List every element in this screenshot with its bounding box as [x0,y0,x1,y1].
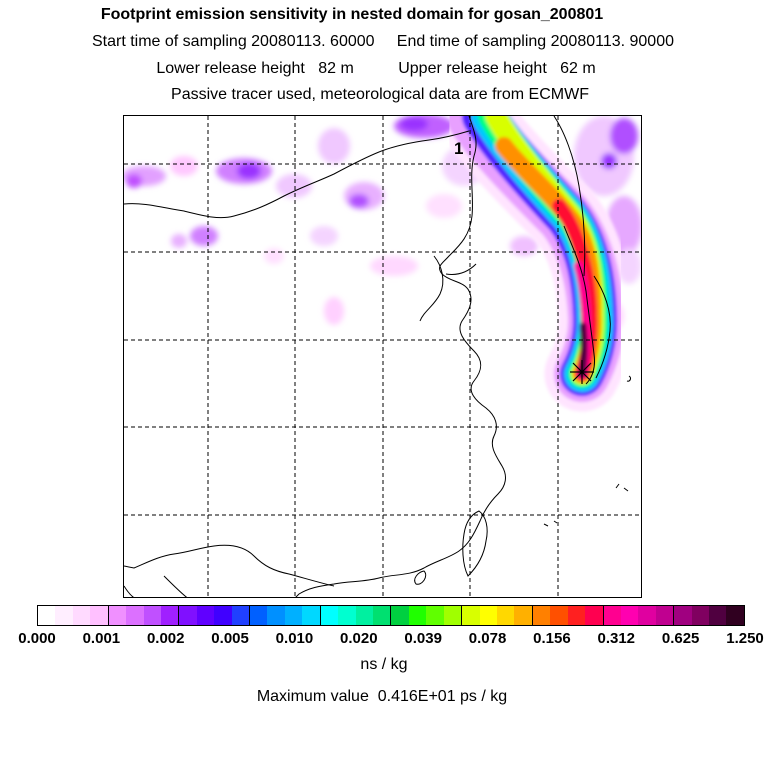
colorbar-swatch [38,606,56,625]
colorbar-swatch [390,606,409,625]
colorbar-swatch [143,606,161,625]
release-height-line: Lower release height 82 m Upper release … [156,60,596,77]
colorbar-swatch [214,606,232,625]
colorbar-swatch [620,606,639,625]
colorbar-swatch [355,606,374,625]
map-grid [124,116,641,597]
colorbar-swatch [249,606,268,625]
colorbar-swatch [602,606,621,625]
colorbar-swatch [726,606,744,625]
colorbar-tick-label: 0.625 [661,630,700,647]
colorbar-swatch [443,606,462,625]
colorbar-swatch [673,606,692,625]
colorbar-swatch [302,606,320,625]
colorbar-swatch [107,606,127,625]
plume [436,116,634,412]
colorbar-swatch [585,606,603,625]
colorbar-swatch [691,606,710,625]
colorbar-tick-label: 0.002 [146,630,185,647]
colorbar-tick-label: 1.250 [726,630,764,647]
colorbar-swatch [284,606,303,625]
colorbar-tick-label: 0.001 [82,630,121,647]
colorbar-swatch [479,606,497,625]
colorbar-swatch [550,606,568,625]
colorbar-swatch [126,606,144,625]
colorbar-unit: ns / kg [360,656,408,673]
colorbar-swatch [531,606,551,625]
colorbar-swatch [72,606,91,625]
colorbar-swatch [55,606,73,625]
colorbar-tick-label: 0.010 [275,630,314,647]
map-canvas: 1 [124,116,641,597]
colorbar-tick-label: 0.039 [404,630,442,647]
colorbar-tick-label: 0.078 [468,630,507,647]
colorbar-swatch [338,606,356,625]
colorbar-tick-label: 0.000 [18,630,56,647]
colorbar-swatch [655,606,674,625]
colorbar-swatch [426,606,444,625]
colorbar-tick-label: 0.005 [211,630,249,647]
plot-title: Footprint emission sensitivity in nested… [100,6,604,23]
colorbar-swatch [319,606,339,625]
colorbar-swatch [408,606,427,625]
colorbar-swatch [709,606,727,625]
colorbar-swatch [514,606,532,625]
panel-label: 1 [454,139,463,158]
colorbar-swatch [231,606,250,625]
coastlines [124,116,631,597]
sampling-time-line: Start time of sampling 20080113. 60000 E… [91,33,674,50]
colorbar-swatch [178,606,197,625]
colorbar-swatch [638,606,656,625]
colorbar-swatch [373,606,391,625]
colorbar-tick-label: 0.312 [597,630,636,647]
colorbar-swatch [160,606,179,625]
colorbar-tick-label: 0.020 [340,630,378,647]
colorbar [37,605,745,626]
tracer-info-line: Passive tracer used, meteorological data… [171,86,589,103]
colorbar-swatch [267,606,285,625]
colorbar-swatch [196,606,215,625]
maximum-value-line: Maximum value 0.416E+01 ps / kg [256,688,508,705]
star-burst-icon [570,360,594,384]
colorbar-swatch [496,606,515,625]
colorbar-swatch [90,606,108,625]
colorbar-tick-label: 0.156 [533,630,571,647]
footprint-map: 1 [123,115,642,598]
colorbar-swatch [567,606,586,625]
colorbar-swatch [461,606,480,625]
